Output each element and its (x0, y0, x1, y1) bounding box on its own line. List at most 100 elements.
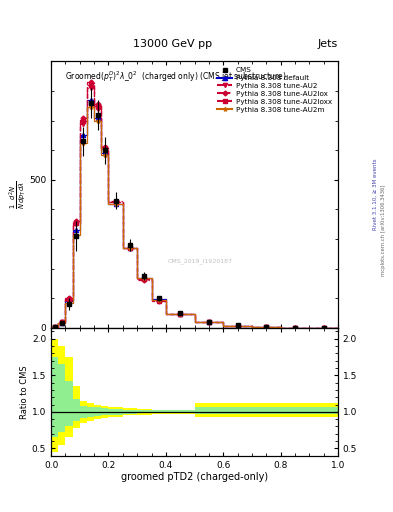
Pythia 8.308 tune-AU2 (235, 323, 240, 329)
Pythia 8.308 tune-AU2m (74, 231, 79, 238)
Pythia 8.308 default (207, 319, 211, 325)
Pythia 8.308 tune-AU2loxx (128, 245, 132, 251)
Pythia 8.308 tune-AU2m (88, 104, 93, 111)
Pythia 8.308 tune-AU2 (74, 221, 79, 227)
Pythia 8.308 default (156, 296, 161, 303)
Pythia 8.308 tune-AU2loxx (74, 220, 79, 226)
Pythia 8.308 tune-AU2lox (74, 218, 79, 224)
Pythia 8.308 tune-AU2loxx (52, 324, 57, 330)
Pythia 8.308 tune-AU2loxx (321, 325, 326, 331)
Pythia 8.308 default (264, 324, 269, 330)
Pythia 8.308 default (88, 97, 93, 103)
Pythia 8.308 default (52, 324, 57, 330)
Pythia 8.308 default (59, 320, 64, 326)
Pythia 8.308 tune-AU2lox (59, 319, 64, 325)
Pythia 8.308 tune-AU2lox (95, 101, 100, 108)
Pythia 8.308 tune-AU2 (113, 199, 118, 205)
Pythia 8.308 tune-AU2 (88, 85, 93, 91)
Pythia 8.308 tune-AU2 (264, 324, 269, 330)
Pythia 8.308 tune-AU2lox (81, 115, 86, 121)
Pythia 8.308 tune-AU2loxx (207, 319, 211, 326)
Pythia 8.308 tune-AU2lox (235, 323, 240, 329)
Pythia 8.308 tune-AU2 (59, 319, 64, 326)
Legend: CMS, Pythia 8.308 default, Pythia 8.308 tune-AU2, Pythia 8.308 tune-AU2lox, Pyth: CMS, Pythia 8.308 default, Pythia 8.308 … (215, 65, 334, 115)
Text: Groomed$(p_T^D)^2\lambda\_0^2$  (charged only) (CMS jet substructure): Groomed$(p_T^D)^2\lambda\_0^2$ (charged … (65, 70, 287, 84)
Pythia 8.308 tune-AU2loxx (113, 199, 118, 205)
Pythia 8.308 default (178, 311, 183, 317)
Pythia 8.308 tune-AU2m (207, 319, 211, 325)
Pythia 8.308 tune-AU2 (103, 146, 107, 152)
Pythia 8.308 tune-AU2m (81, 140, 86, 146)
Pythia 8.308 default (128, 245, 132, 251)
Pythia 8.308 default (235, 323, 240, 329)
Pythia 8.308 tune-AU2m (321, 325, 326, 331)
Pythia 8.308 tune-AU2lox (128, 245, 132, 251)
Text: 13000 GeV pp: 13000 GeV pp (133, 38, 213, 49)
Pythia 8.308 tune-AU2loxx (67, 296, 72, 302)
Pythia 8.308 default (103, 150, 107, 156)
Pythia 8.308 tune-AU2 (207, 319, 211, 326)
Pythia 8.308 tune-AU2loxx (59, 319, 64, 326)
Pythia 8.308 tune-AU2 (178, 311, 183, 317)
Text: mcplots.cern.ch [arXiv:1306.3436]: mcplots.cern.ch [arXiv:1306.3436] (381, 185, 386, 276)
Pythia 8.308 tune-AU2lox (52, 324, 57, 330)
Pythia 8.308 tune-AU2 (52, 324, 57, 330)
Pythia 8.308 default (95, 115, 100, 121)
Pythia 8.308 default (67, 298, 72, 304)
Pythia 8.308 tune-AU2loxx (178, 311, 183, 317)
Pythia 8.308 default (81, 133, 86, 139)
Text: Jets: Jets (318, 38, 338, 49)
Pythia 8.308 default (142, 275, 147, 281)
Pythia 8.308 tune-AU2m (52, 324, 57, 330)
Pythia 8.308 tune-AU2 (81, 120, 86, 126)
Pythia 8.308 tune-AU2m (156, 296, 161, 303)
Y-axis label: Ratio to CMS: Ratio to CMS (20, 365, 29, 419)
Pythia 8.308 tune-AU2m (128, 245, 132, 251)
Line: Pythia 8.308 tune-AU2m: Pythia 8.308 tune-AU2m (53, 105, 326, 330)
Pythia 8.308 tune-AU2 (142, 276, 147, 282)
Line: Pythia 8.308 default: Pythia 8.308 default (53, 98, 326, 330)
Pythia 8.308 tune-AU2loxx (264, 324, 269, 330)
Pythia 8.308 tune-AU2lox (113, 198, 118, 204)
Pythia 8.308 tune-AU2lox (103, 144, 107, 151)
Pythia 8.308 tune-AU2 (95, 105, 100, 112)
Pythia 8.308 default (292, 325, 298, 331)
Pythia 8.308 tune-AU2m (292, 325, 298, 331)
Pythia 8.308 tune-AU2loxx (103, 145, 107, 151)
Pythia 8.308 tune-AU2lox (264, 324, 269, 330)
Pythia 8.308 tune-AU2lox (178, 311, 183, 317)
Pythia 8.308 tune-AU2 (156, 297, 161, 304)
Pythia 8.308 tune-AU2loxx (81, 118, 86, 124)
Y-axis label: $\frac{1}{N}\frac{d^2N}{dp_T d\lambda}$: $\frac{1}{N}\frac{d^2N}{dp_T d\lambda}$ (7, 180, 28, 209)
Line: Pythia 8.308 tune-AU2loxx: Pythia 8.308 tune-AU2loxx (53, 83, 325, 329)
Pythia 8.308 tune-AU2m (95, 118, 100, 124)
Line: Pythia 8.308 tune-AU2: Pythia 8.308 tune-AU2 (53, 86, 326, 330)
Pythia 8.308 tune-AU2 (67, 296, 72, 303)
Pythia 8.308 tune-AU2m (113, 201, 118, 207)
Pythia 8.308 tune-AU2lox (207, 319, 211, 326)
Pythia 8.308 tune-AU2loxx (156, 297, 161, 304)
Pythia 8.308 tune-AU2m (67, 300, 72, 306)
Pythia 8.308 tune-AU2m (178, 311, 183, 317)
Pythia 8.308 tune-AU2 (321, 325, 326, 331)
Pythia 8.308 tune-AU2loxx (235, 323, 240, 329)
Pythia 8.308 tune-AU2loxx (292, 325, 298, 331)
Text: Rivet 3.1.10, ≥ 3M events: Rivet 3.1.10, ≥ 3M events (373, 159, 378, 230)
Pythia 8.308 tune-AU2lox (156, 298, 161, 304)
Pythia 8.308 default (74, 227, 79, 233)
Pythia 8.308 tune-AU2m (142, 275, 147, 282)
X-axis label: groomed pTD2 (charged-only): groomed pTD2 (charged-only) (121, 472, 268, 482)
Pythia 8.308 tune-AU2lox (292, 325, 298, 331)
Pythia 8.308 tune-AU2loxx (95, 103, 100, 110)
Pythia 8.308 tune-AU2lox (321, 325, 326, 331)
Pythia 8.308 default (321, 325, 326, 331)
Pythia 8.308 tune-AU2m (59, 321, 64, 327)
Pythia 8.308 tune-AU2m (264, 324, 269, 330)
Pythia 8.308 tune-AU2loxx (142, 276, 147, 282)
Pythia 8.308 tune-AU2m (103, 152, 107, 158)
Pythia 8.308 tune-AU2 (292, 325, 298, 331)
Text: CMS_2019_I1920187: CMS_2019_I1920187 (168, 259, 233, 264)
Pythia 8.308 tune-AU2lox (67, 295, 72, 301)
Pythia 8.308 tune-AU2loxx (88, 82, 93, 88)
Pythia 8.308 default (113, 200, 118, 206)
